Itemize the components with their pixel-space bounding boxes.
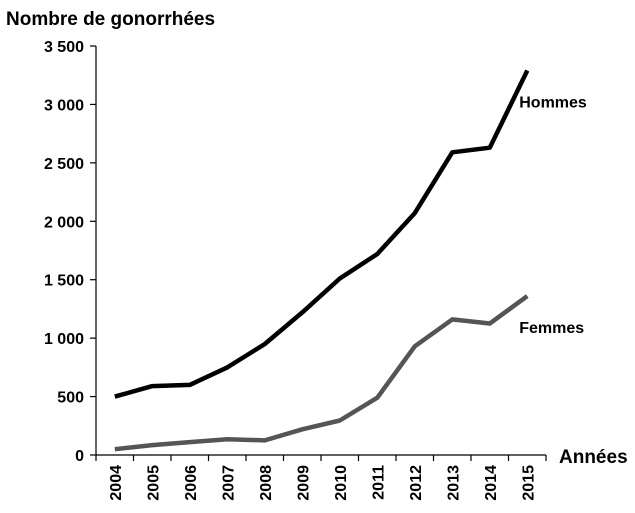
x-tick-label: 2006 — [183, 465, 200, 501]
x-tick-label: 2015 — [520, 465, 537, 501]
x-tick-label: 2008 — [258, 465, 275, 501]
x-axis: 2004 2005 2006 2007 2008 2009 2010 2011 2012 2013… — [95, 454, 547, 501]
x-tick-label: 2005 — [145, 465, 162, 501]
series-label-femmes: Femmes — [519, 320, 584, 337]
y-tick-label: 2 500 — [44, 156, 84, 173]
y-tick-label: 1 000 — [44, 331, 84, 348]
y-axis: 0 500 1 000 1 500 2 000 2 500 3 000 3 500 — [44, 39, 97, 465]
x-tick-label: 2009 — [295, 465, 312, 501]
y-tick-label: 3 500 — [44, 39, 84, 56]
y-tick-label: 0 — [75, 448, 84, 465]
y-tick-label: 1 500 — [44, 273, 84, 290]
series-line-hommes — [114, 69, 530, 399]
x-tick-label: 2012 — [408, 465, 425, 501]
x-tick-label: 2007 — [220, 465, 237, 501]
series-layer: Hommes Femmes — [114, 69, 587, 452]
series-label-hommes: Hommes — [519, 95, 587, 112]
x-tick-label: 2004 — [108, 465, 125, 501]
series-line-femmes — [114, 294, 529, 452]
x-axis-label: Années — [559, 447, 628, 468]
x-tick-label: 2010 — [333, 465, 350, 501]
x-tick-label: 2011 — [370, 465, 387, 500]
chart-title: Nombre de gonorrhées — [6, 9, 215, 30]
y-tick-label: 2 000 — [44, 214, 84, 231]
y-tick-label: 500 — [57, 390, 84, 407]
x-tick-label: 2013 — [445, 465, 462, 501]
x-tick-label: 2014 — [483, 465, 500, 501]
y-tick-label: 3 000 — [44, 97, 84, 114]
